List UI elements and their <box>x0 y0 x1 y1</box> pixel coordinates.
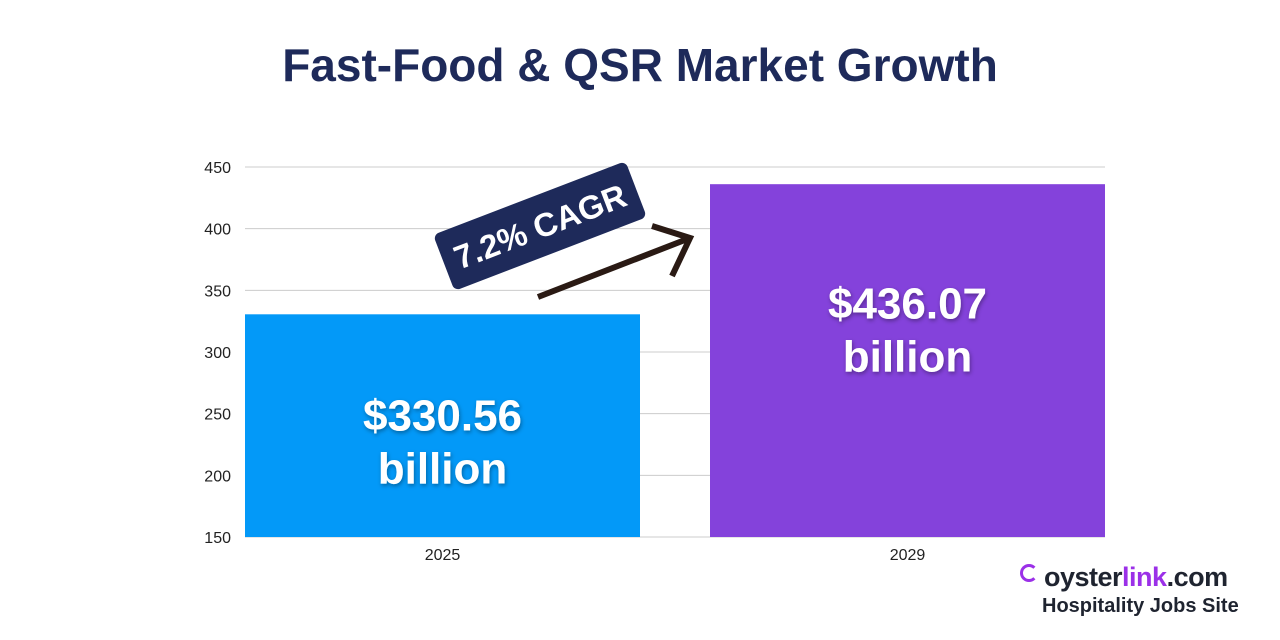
data-label: $436.07 <box>828 280 987 329</box>
logo-brand-main: oyster <box>1044 562 1123 592</box>
logo-brand: oysterlink.com <box>1020 562 1270 593</box>
logo-brand-suffix: .com <box>1166 562 1229 592</box>
cagr-arrow-head <box>651 223 695 278</box>
logo-tagline: Hospitality Jobs Site <box>1042 595 1239 617</box>
bar-2029 <box>710 184 1105 537</box>
x-tick-label: 2025 <box>425 547 461 564</box>
bar-2025 <box>245 314 640 537</box>
y-tick-label: 250 <box>204 407 231 424</box>
logo-brand-highlight: link <box>1122 562 1167 592</box>
data-label: $330.56 <box>363 392 522 441</box>
signal-icon <box>1020 564 1038 582</box>
cagr-badge: 7.2% CAGR <box>434 162 646 290</box>
cagr-arrow-shaft <box>536 235 692 300</box>
y-tick-label: 450 <box>204 160 231 177</box>
y-tick-label: 400 <box>204 222 231 239</box>
data-label: billion <box>843 333 973 382</box>
y-tick-label: 150 <box>204 530 231 547</box>
chart-title: Fast-Food & QSR Market Growth <box>282 39 998 91</box>
y-tick-label: 200 <box>204 468 231 485</box>
y-tick-label: 350 <box>204 283 231 300</box>
data-label: billion <box>378 445 508 494</box>
y-tick-label: 300 <box>204 345 231 362</box>
oysterlink-logo: oysterlink.com Hospitality Jobs Site <box>1020 562 1270 618</box>
x-tick-label: 2029 <box>890 547 926 564</box>
cagr-badge-bg <box>434 162 646 290</box>
